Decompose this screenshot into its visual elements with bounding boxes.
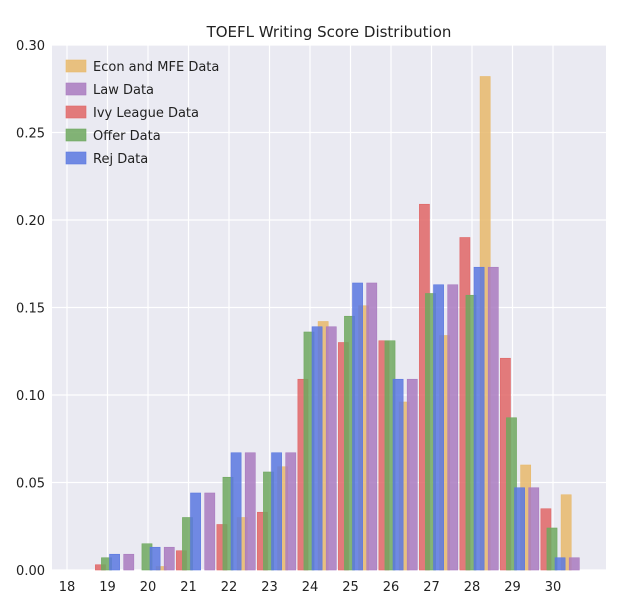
legend-item: Offer Data <box>65 128 161 144</box>
bar <box>568 557 580 571</box>
legend-item: Econ and MFE Data <box>65 59 219 75</box>
series-5 <box>109 266 566 571</box>
legend-label: Law Data <box>93 83 154 98</box>
legend-item: Rej Data <box>65 151 148 167</box>
x-tick-label: 22 <box>221 580 238 595</box>
bar <box>528 487 540 571</box>
bar <box>190 492 201 571</box>
x-tick-label: 23 <box>261 580 278 595</box>
bar <box>433 284 444 571</box>
series-4 <box>101 293 558 571</box>
bar <box>406 378 418 571</box>
bar <box>392 378 404 571</box>
bars <box>95 76 580 571</box>
bar <box>473 266 485 571</box>
y-tick-label: 0.30 <box>16 39 45 54</box>
x-tick-label: 27 <box>423 580 440 595</box>
y-tick-label: 0.15 <box>16 302 45 317</box>
bar <box>352 282 363 571</box>
legend-item: Ivy League Data <box>65 105 199 121</box>
bar <box>546 527 558 571</box>
bar <box>311 326 323 571</box>
bar <box>285 452 297 571</box>
y-tick-label: 0.20 <box>16 214 45 229</box>
bar <box>204 492 216 571</box>
y-tick-label: 0.00 <box>16 564 45 579</box>
bar <box>366 282 378 571</box>
x-tick-label: 24 <box>302 580 319 595</box>
y-tick-label: 0.25 <box>16 127 45 142</box>
bar <box>109 553 120 571</box>
bar <box>123 553 135 571</box>
bar <box>514 487 525 571</box>
x-tick-label: 25 <box>342 580 359 595</box>
bar <box>149 546 161 571</box>
legend-label: Rej Data <box>93 152 148 167</box>
y-tick-label: 0.10 <box>16 389 45 404</box>
chart-title: TOEFL Writing Score Distribution <box>206 23 452 41</box>
legend-swatch <box>65 105 87 119</box>
bar <box>244 452 256 571</box>
legend-swatch <box>65 82 87 96</box>
legend: Econ and MFE Data Law Data Ivy League Data… <box>65 59 219 167</box>
x-tick-label: 21 <box>180 580 197 595</box>
legend-label: Offer Data <box>93 129 161 144</box>
legend-label: Econ and MFE Data <box>93 60 219 75</box>
x-tick-label: 20 <box>140 580 157 595</box>
x-tick-label: 18 <box>59 580 76 595</box>
x-tick-label: 30 <box>545 580 562 595</box>
legend-swatch <box>65 151 87 165</box>
legend-item: Law Data <box>65 82 154 98</box>
x-tick-label: 28 <box>464 580 481 595</box>
bar <box>230 452 242 571</box>
bar <box>271 452 282 571</box>
bar <box>560 494 572 571</box>
legend-swatch <box>65 128 87 142</box>
bar <box>163 546 175 571</box>
series-1 <box>155 76 572 571</box>
bar <box>554 557 566 571</box>
series-3 <box>95 203 552 571</box>
bar <box>325 326 337 571</box>
bar <box>447 284 459 571</box>
y-tick-label: 0.05 <box>16 477 45 492</box>
bar <box>487 266 499 571</box>
x-tick-label: 29 <box>504 580 521 595</box>
x-tick-label: 19 <box>99 580 116 595</box>
x-tick-labels: 18 19 20 21 22 23 24 25 26 27 28 29 30 <box>59 580 562 595</box>
x-tick-label: 26 <box>383 580 400 595</box>
legend-swatch <box>65 59 87 73</box>
y-tick-labels: 0.00 0.05 0.10 0.15 0.20 0.25 0.30 <box>16 39 45 579</box>
series-2 <box>123 266 580 571</box>
legend-label: Ivy League Data <box>93 106 199 121</box>
